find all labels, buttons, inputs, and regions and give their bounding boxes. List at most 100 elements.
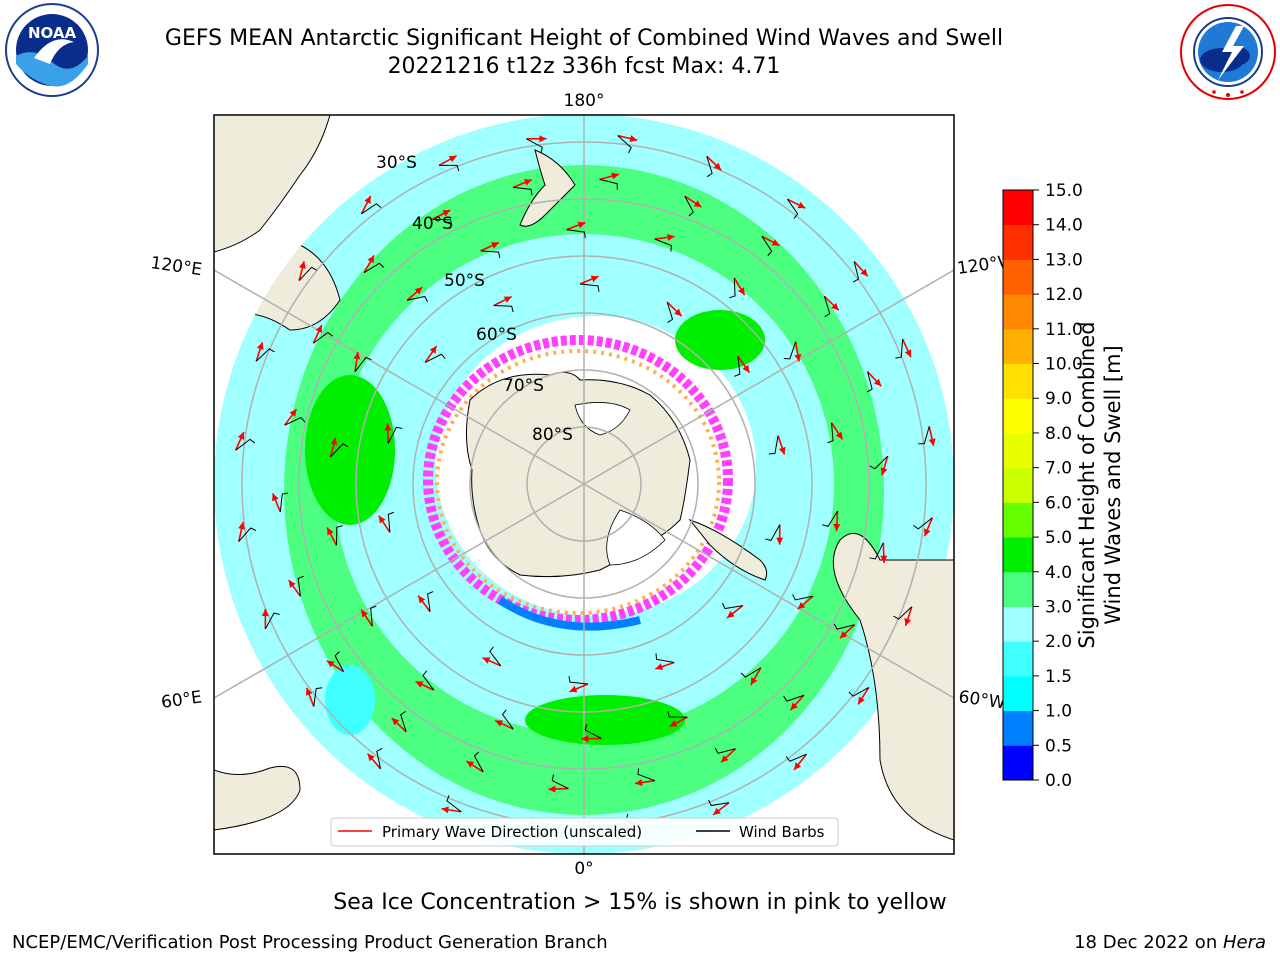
wave-direction-arrowhead	[713, 807, 721, 815]
wave-direction-arrowhead	[880, 467, 888, 476]
wave-direction-arrowhead	[330, 437, 338, 446]
colorbar-swatch	[1003, 190, 1033, 226]
wave-direction-arrowhead	[771, 239, 780, 246]
wave-direction-arrowhead	[288, 580, 296, 588]
wave-direction-arrowhead	[860, 268, 868, 277]
wave-direction-arrowhead	[539, 135, 547, 143]
wave-direction-arrowhead	[873, 378, 882, 387]
colorbar-tick-label: 9.0	[1045, 389, 1072, 409]
wind-barb	[765, 524, 781, 541]
wave-direction-arrowhead	[794, 762, 802, 770]
meridian-60e	[214, 483, 585, 699]
wind-barb	[895, 339, 904, 359]
wind-barb	[869, 542, 884, 560]
colorbar-tick-label: 14.0	[1045, 216, 1083, 236]
wave-direction-arrowhead	[237, 431, 245, 440]
chart-subtitle: 20221216 t12z 336h fcst Max: 4.71	[387, 54, 781, 79]
wind-barb	[833, 623, 855, 630]
colorbar-swatch	[1003, 432, 1033, 469]
wind-barb	[551, 774, 569, 790]
wind-barb	[432, 218, 453, 226]
wave-direction-arrowhead	[924, 528, 931, 537]
wave-direction-arrowhead	[693, 200, 702, 208]
wind-barb	[330, 443, 349, 458]
wave-direction-arrowhead	[261, 608, 269, 616]
wind-barb	[617, 135, 632, 154]
wave-direction-arrowhead	[523, 179, 532, 186]
wave-direction-arrowhead	[272, 493, 279, 502]
colorbar-tick-label: 11.0	[1045, 320, 1083, 340]
wave-direction-arrowhead	[415, 681, 424, 688]
wind-barb	[493, 305, 514, 313]
wave-direction-arrowhead	[833, 523, 841, 532]
colorbar-tick-label: 13.0	[1045, 250, 1083, 270]
wind-barb	[918, 426, 930, 445]
wave-direction-arrowhead	[858, 696, 865, 705]
land-australia-outer	[214, 115, 331, 253]
wind-barb	[424, 353, 446, 363]
colorbar-tick-label: 1.5	[1045, 667, 1072, 687]
sea-ice-weddell	[497, 596, 641, 631]
wind-barb	[313, 331, 333, 344]
map-frame	[213, 114, 955, 855]
land-antarctic-peninsula	[688, 518, 768, 581]
colorbar-swatch	[1003, 537, 1033, 573]
colorbar-title-line2: Wind Waves and Swell [m]	[1101, 345, 1125, 625]
wind-barb	[284, 416, 306, 426]
colorbar-tick-label: 0.5	[1045, 736, 1072, 756]
wind-barb	[823, 296, 831, 318]
wave-direction-arrowhead	[904, 349, 912, 358]
wave-direction-arrowhead	[667, 233, 675, 241]
wind-barb	[480, 250, 501, 259]
wind-barb	[279, 492, 289, 512]
wind-barb	[376, 747, 383, 769]
wind-barb	[599, 178, 618, 190]
wave-direction-arrowhead	[448, 155, 457, 163]
colorbar-tick-label: 5.0	[1045, 528, 1072, 548]
wave-direction-arrowhead	[590, 275, 599, 283]
wave-direction-arrowhead	[669, 720, 678, 727]
wave-direction-arrowhead	[429, 345, 437, 354]
colorbar: 0.0 0.5 1.0 1.5 2.0 3.0 4.0 5.0 6.0 7.0 8.0 9.0 10.0…	[1002, 181, 1083, 790]
wave-direction-arrowhead	[315, 325, 323, 333]
wave-direction-arrowhead	[495, 720, 503, 727]
wind-barb	[255, 348, 275, 362]
wave-direction-arrowhead	[466, 761, 475, 768]
wave-direction-arrowhead	[797, 201, 806, 209]
wave-direction-arrowhead	[831, 302, 839, 311]
colorbar-swatch	[1003, 641, 1033, 677]
lon-label-120e: 120°E	[149, 253, 203, 280]
colorbar-tick-label: 8.0	[1045, 424, 1072, 444]
wave-direction-arrowhead	[384, 423, 392, 431]
colorbar-tick-label: 3.0	[1045, 597, 1072, 617]
chart-title: GEFS MEAN Antarctic Significant Height o…	[164, 26, 1004, 51]
meridian-120e	[214, 269, 585, 485]
wind-barb	[667, 711, 688, 718]
wave-direction-arrowhead	[738, 287, 745, 296]
colorbar-swatch	[1003, 571, 1033, 607]
wave-direction-arrowhead	[674, 308, 682, 317]
wind-barb	[708, 799, 730, 807]
wind-barb	[729, 277, 736, 299]
lat-label-40s: 40°S	[412, 214, 453, 234]
wind-barb	[387, 426, 403, 444]
legend-wind-barb-label: Wind Barbs	[739, 823, 825, 841]
wind-barb	[568, 676, 588, 685]
wind-barb	[427, 591, 434, 612]
wind-barb	[893, 606, 913, 620]
wave-direction-arrowhead	[778, 446, 786, 455]
noaa-logo-text: NOAA	[28, 24, 77, 42]
wind-barb	[848, 686, 870, 697]
wind-barb	[489, 646, 502, 667]
wave-direction-arrowhead	[635, 779, 643, 786]
footer-host: Hera	[1222, 932, 1266, 953]
colorbar-swatch	[1003, 606, 1033, 642]
wave-direction-arrowhead	[797, 601, 806, 610]
wave-direction-arrowhead	[326, 660, 335, 668]
colorbar-swatch	[1003, 467, 1033, 503]
colorbar-swatch	[1003, 294, 1033, 330]
footer-date: 18 Dec 2022 on Hera	[1074, 932, 1266, 953]
meridian-120w	[583, 269, 954, 485]
wind-barb	[783, 694, 805, 702]
